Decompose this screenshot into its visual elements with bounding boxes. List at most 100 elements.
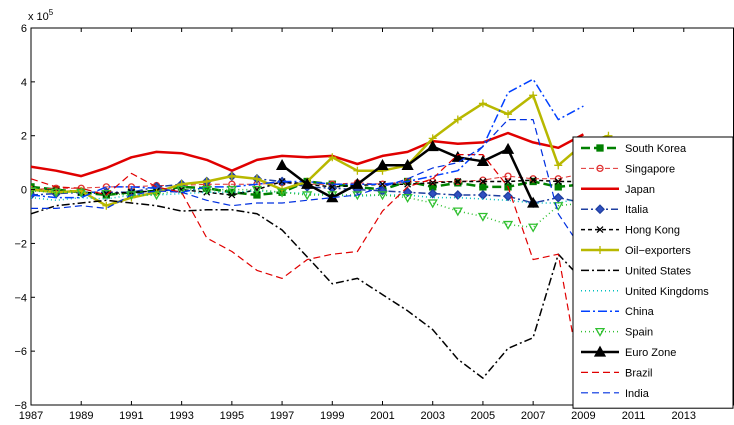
- data-point: [278, 178, 286, 185]
- data-point: [76, 188, 87, 198]
- series-line-oil-exporters: [31, 94, 609, 207]
- x-tick-label: 2013: [672, 410, 696, 422]
- data-point: [553, 192, 564, 203]
- legend-entry-brazil: Brazil: [581, 367, 653, 379]
- legend-label: United States: [625, 265, 692, 277]
- series-line-spain: [31, 188, 609, 229]
- x-tick-label: 2003: [420, 410, 444, 422]
- data-point: [253, 191, 261, 199]
- legend-entry-united-kingdoms: United Kingdoms: [581, 286, 709, 298]
- x-tick-label: 1999: [320, 410, 344, 422]
- legend-marker: [593, 345, 607, 357]
- data-point: [275, 158, 289, 170]
- y-tick-label: 6: [21, 23, 27, 35]
- data-point: [452, 207, 463, 217]
- legend-marker: [594, 327, 606, 337]
- data-point: [226, 185, 237, 195]
- data-point: [102, 201, 111, 210]
- data-point: [453, 115, 462, 124]
- y-tick-label: −6: [14, 346, 27, 358]
- x-tick-label: 1987: [19, 410, 43, 422]
- y-tick-label: 2: [21, 131, 27, 143]
- data-point: [528, 223, 539, 233]
- data-point: [202, 177, 211, 186]
- legend-entry-spain: Spain: [581, 327, 653, 339]
- y-axis-exponent-label: x 105: [28, 8, 54, 23]
- y-tick-label: 0: [21, 185, 27, 197]
- legend-entry-singapore: Singapore: [581, 163, 675, 175]
- x-tick-label: 2001: [370, 410, 394, 422]
- data-point: [451, 150, 464, 162]
- data-point: [276, 188, 288, 198]
- legend-entry-euro-zone: Euro Zone: [581, 345, 676, 359]
- data-point: [402, 193, 413, 203]
- data-point: [401, 158, 414, 170]
- series-india: [31, 118, 610, 360]
- series-line-hong-kong: [31, 179, 609, 196]
- data-point: [429, 177, 437, 186]
- series-line-brazil: [31, 154, 609, 398]
- x-tick-label: 1989: [69, 410, 93, 422]
- data-point: [302, 191, 313, 201]
- data-point: [504, 110, 513, 119]
- legend-label: South Korea: [625, 143, 687, 155]
- data-point: [376, 158, 389, 170]
- data-point: [479, 176, 487, 184]
- legend-entry-united-states: United States: [581, 265, 692, 277]
- legend-entry-japan: Japan: [581, 184, 655, 196]
- x-tick-label: 2007: [521, 410, 545, 422]
- legend-label: India: [625, 388, 650, 400]
- data-point: [176, 185, 187, 195]
- data-point: [151, 191, 162, 201]
- legend-label: Euro Zone: [625, 347, 676, 359]
- data-point: [201, 185, 212, 195]
- data-point: [31, 187, 37, 197]
- data-point: [479, 178, 487, 185]
- series-euro-zone: [275, 140, 540, 208]
- legend-box: [572, 136, 734, 409]
- series-layer: [31, 78, 614, 398]
- legend-label: Oil−exporters: [625, 245, 691, 257]
- series-line-united-states: [31, 199, 584, 379]
- data-point: [427, 188, 438, 199]
- data-point: [102, 190, 110, 198]
- legend-entry-india: India: [581, 388, 650, 400]
- legend-label: United Kingdoms: [625, 286, 709, 298]
- data-point: [379, 180, 386, 188]
- data-point: [478, 99, 487, 108]
- data-point: [429, 179, 437, 187]
- data-point: [426, 140, 439, 152]
- data-point: [504, 172, 512, 180]
- data-point: [377, 191, 388, 201]
- data-point: [454, 178, 462, 185]
- data-point: [252, 174, 261, 183]
- data-point: [529, 91, 538, 100]
- series-brazil: [31, 154, 609, 398]
- series-united-kingdoms: [31, 190, 609, 204]
- data-point: [454, 177, 462, 186]
- series-line-japan: [31, 131, 584, 178]
- legend-marker: [596, 246, 604, 254]
- data-point: [503, 191, 513, 202]
- data-point: [353, 166, 362, 175]
- ticks-layer: 1987 1989 1991 1993 1995 1997 1999 2001 2003 2005…: [14, 23, 696, 422]
- data-point: [504, 178, 512, 185]
- legend-entry-china: China: [581, 306, 655, 318]
- x-tick-label: 2005: [471, 410, 495, 422]
- legend-label: China: [625, 306, 655, 318]
- data-point: [227, 172, 236, 181]
- data-point: [554, 178, 562, 185]
- x-tick-label: 2009: [571, 410, 595, 422]
- series-united-states: [31, 199, 584, 379]
- data-point: [476, 154, 490, 166]
- data-point: [50, 188, 62, 198]
- data-point: [477, 212, 489, 222]
- x-tick-label: 1993: [169, 410, 193, 422]
- legend-label: Japan: [625, 184, 655, 196]
- series-line-united-kingdoms: [31, 190, 609, 204]
- data-point: [554, 183, 562, 191]
- legend-entry-italia: Italia: [581, 204, 649, 216]
- legend-marker: [596, 144, 604, 152]
- data-point: [452, 190, 463, 200]
